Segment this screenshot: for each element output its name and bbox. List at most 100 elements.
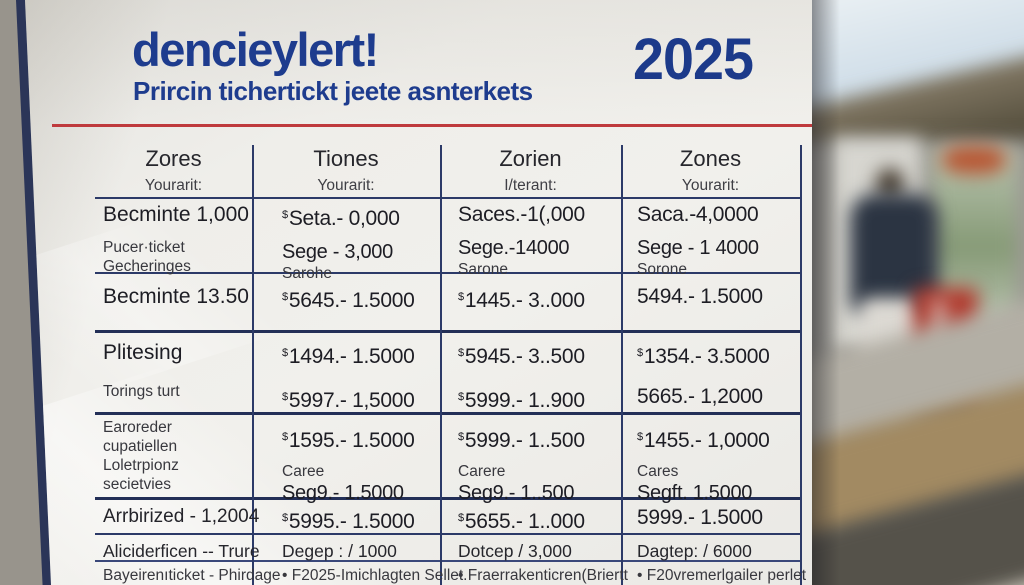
currency-sup: $ [637, 347, 643, 359]
label-line: Loletrpionz [103, 457, 179, 474]
currency-sup: $ [458, 431, 464, 443]
currency-sup: $ [458, 512, 464, 524]
column-divider [252, 145, 254, 585]
grid-line [95, 533, 802, 535]
grid-line [95, 272, 802, 274]
row-cell: • Fraerrakenticren(Briertt [440, 566, 628, 585]
red-divider-line [52, 124, 812, 127]
poster-title: dencieylert! [132, 23, 379, 76]
grid-line [95, 197, 802, 199]
column-header: Zores Yourarit: [144, 146, 203, 194]
row-cell: Arrbirized - 1,2004 [95, 505, 259, 535]
column-header: Tiones Yourarit: [313, 146, 379, 194]
currency-sup: $ [282, 209, 288, 221]
grid-line [95, 497, 802, 500]
label-line: Sarohe [282, 265, 332, 282]
label-line: Becminte 1,000 [103, 203, 249, 226]
currency-sup: $ [458, 347, 464, 359]
label-line: Caree [282, 463, 325, 480]
currency-sup: $ [458, 291, 464, 303]
currency-sup: $ [458, 391, 464, 403]
price-line: $Seta.- 0,000 [282, 207, 400, 230]
price-line: $1595.- 1.5000 [282, 429, 415, 452]
price-line: $1354.- 3.5000 [637, 345, 770, 368]
row-cell: $1494.- 1.5000 $5997.- 1,5000 [252, 340, 440, 414]
currency-sup: $ [282, 391, 288, 403]
price-line: $5999.- 1..500 [458, 429, 585, 452]
row-cell: Plitesing Torings turt [95, 340, 252, 414]
price-line: $1494.- 1.5000 [282, 345, 415, 368]
price-line: 5999.- 1.5000 [637, 506, 763, 529]
row-cell: Aliciderficen -- Trure [95, 540, 260, 562]
label-line: • F20vremerlgailer perlet [637, 567, 807, 584]
row-cell: • F20vremerlgailer perlet [621, 566, 807, 585]
table-header-row: Zores Yourarit: Tiones Yourarit: Zorien … [95, 146, 802, 195]
label-line: Degep : / 1000 [282, 541, 397, 561]
row-cell: $Seta.- 0,000 Sege - 3,000 Sarohe [252, 202, 440, 283]
label-line: cupatiellen [103, 438, 178, 455]
label-line: • F2025-Imichlagten Sellet. [282, 567, 468, 584]
row-cell: $1455.- 1,0000 Cares Segft. 1.5000 [621, 418, 800, 505]
price-line: Sege - 3,000 [282, 241, 393, 263]
label-line: Plitesing [103, 341, 183, 364]
price-line: $5999.- 1..900 [458, 389, 585, 412]
currency-sup: $ [282, 512, 288, 524]
row-cell: $1354.- 3.5000 5665.- 1,2000 [621, 340, 800, 414]
price-line: $5655.- 1..000 [458, 510, 585, 533]
row-cell: Saces.-1(,000 Sege.-14000 Sarone [440, 202, 621, 283]
row-cell: Becminte 1,000 Pucer·ticket Gecheringes [95, 202, 252, 283]
row-cell: 5494.- 1.5000 [621, 284, 800, 314]
table-row: Arrbirized - 1,2004 $5995.- 1.5000 $5655… [95, 505, 802, 535]
column-divider [440, 145, 442, 585]
price-line: Sege - 1 4000 [637, 237, 759, 259]
label-line: Dotcep / 3,000 [458, 541, 572, 561]
row-cell: $5995.- 1.5000 [252, 505, 440, 535]
currency-sup: $ [637, 431, 643, 443]
row-cell: Earoreder cupatiellen Loletrpionz seciet… [95, 418, 252, 505]
table-row: Becminte 1,000 Pucer·ticket Gecheringes … [95, 202, 802, 283]
row-cell: Becminte 13.50 [95, 284, 252, 314]
column-header: Zones Yourarit: [679, 146, 742, 194]
row-cell: $5999.- 1..500 Carere Seg9.- 1..500 [440, 418, 621, 505]
table-row: Becminte 13.50 $5645.- 1.5000 $1445.- 3.… [95, 284, 802, 314]
label-line: Sarone [458, 261, 508, 278]
row-cell: • F2025-Imichlagten Sellet. [252, 566, 468, 585]
column-divider [621, 145, 623, 585]
row-cell: $5945.- 3..500 $5999.- 1..900 [440, 340, 621, 414]
label-line: Torings turt [103, 383, 180, 400]
price-line: 5494.- 1.5000 [637, 285, 763, 308]
price-line: $1455.- 1,0000 [637, 429, 770, 452]
row-cell: $5645.- 1.5000 [252, 284, 440, 314]
table-row: Bayeirenıticket - Phirdage • F2025-Imich… [95, 566, 807, 585]
grid-line [95, 330, 802, 333]
price-line: Seg9.- 1.5000 [282, 482, 404, 504]
label-line: Pucer·ticket [103, 239, 185, 256]
row-cell: Dagtep: / 6000 [621, 540, 800, 562]
price-line: Saces.-1(,000 [458, 203, 585, 226]
label-line: secietvies [103, 476, 172, 493]
table-row: Aliciderficen -- Trure Degep : / 1000 Do… [95, 540, 802, 562]
row-cell: Saca.-4,0000 Sege - 1 4000 Sorone [621, 202, 800, 283]
table-row: Earoreder cupatiellen Loletrpionz seciet… [95, 418, 802, 505]
row-cell: $5655.- 1..000 [440, 505, 621, 535]
price-line: $5997.- 1,5000 [282, 389, 415, 412]
row-cell: $1445.- 3..000 [440, 284, 621, 314]
poster-year: 2025 [632, 27, 754, 92]
currency-sup: $ [282, 291, 288, 303]
label-line: Cares [637, 463, 679, 480]
tariff-poster: dencieylert! Prircin tichertickt jeete a… [25, 0, 812, 585]
label-line: Gecheringes [103, 258, 191, 275]
price-line: Sege.-14000 [458, 237, 570, 259]
price-line: Seg9.- 1..500 [458, 482, 575, 504]
price-line: Saca.-4,0000 [637, 203, 759, 226]
label-line: Carere [458, 463, 506, 480]
poster-subtitle: Prircin tichertickt jeete asnterkets [133, 76, 533, 106]
price-line: 5665.- 1,2000 [637, 385, 763, 408]
label-line: Earoreder [103, 419, 172, 436]
table-row: Plitesing Torings turt $1494.- 1.5000 $5… [95, 340, 802, 414]
row-cell: $1595.- 1.5000 Caree Seg9.- 1.5000 [252, 418, 440, 505]
label-line: Becminte 13.50 [103, 285, 249, 308]
price-line: $5945.- 3..500 [458, 345, 585, 368]
currency-sup: $ [282, 431, 288, 443]
